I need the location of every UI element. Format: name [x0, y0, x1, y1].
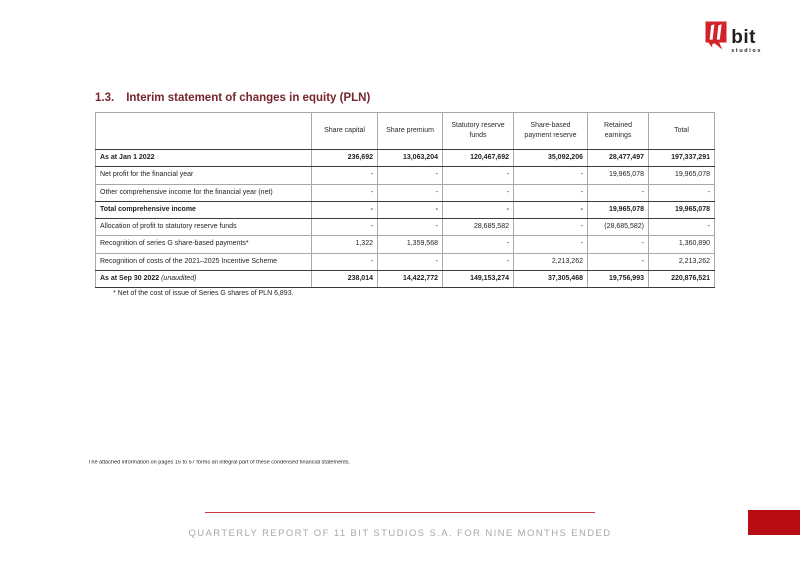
cell-value: - — [513, 235, 588, 254]
column-header-statutory-reserve: Statutory reserve funds — [442, 112, 514, 150]
row-label: Total comprehensive income — [95, 200, 312, 220]
cell-value: - — [377, 200, 443, 220]
corner-page-block — [748, 510, 800, 535]
table-header-row: Share capital Share premium Statutory re… — [95, 112, 715, 150]
row-label-text: As at Sep 30 2022 — [100, 274, 160, 282]
logo-bit-label: bit — [731, 27, 756, 48]
unaudited-flag: (unaudited) — [159, 274, 197, 282]
cell-value: - — [587, 252, 649, 271]
cell-value: - — [513, 166, 588, 185]
cell-value: 19,965,078 — [648, 200, 715, 220]
cell-value: - — [442, 200, 514, 220]
cell-value: 1,322 — [311, 235, 378, 254]
cell-value: 1,359,568 — [377, 235, 443, 254]
column-header-empty — [95, 112, 312, 150]
company-logo: bit studios — [705, 21, 762, 54]
cell-value: 19,965,078 — [648, 166, 715, 185]
section-number: 1.3. — [95, 92, 115, 104]
cell-value: - — [442, 166, 514, 185]
cell-value: - — [311, 183, 378, 202]
table-row-total-comprehensive-income: Total comprehensive income - - - - 19,96… — [95, 200, 715, 220]
table-row-other-comprehensive-income: Other comprehensive income for the finan… — [95, 183, 715, 202]
row-label: Other comprehensive income for the finan… — [95, 183, 312, 202]
cell-value: 2,213,262 — [648, 252, 715, 271]
column-header-total: Total — [648, 112, 715, 150]
row-label: Recognition of costs of the 2021–2025 In… — [95, 252, 312, 271]
row-label: As at Jan 1 2022 — [95, 148, 312, 168]
cell-value: 19,965,078 — [587, 166, 649, 185]
cell-value: 197,337,291 — [648, 148, 715, 168]
cell-value: 120,467,692 — [442, 148, 514, 168]
cell-value: - — [377, 252, 443, 271]
cell-value: - — [513, 217, 588, 237]
table-row-incentive-scheme-costs: Recognition of costs of the 2021–2025 In… — [95, 252, 715, 271]
row-label: Allocation of profit to statutory reserv… — [95, 217, 312, 237]
section-title: 1.3. Interim statement of changes in equ… — [95, 92, 370, 104]
cell-value: 28,477,497 — [587, 148, 649, 168]
column-header-retained-earnings: Retained earnings — [587, 112, 649, 150]
cell-value: - — [442, 183, 514, 202]
cell-value: 220,876,521 — [648, 269, 715, 289]
cell-value: 19,965,078 — [587, 200, 649, 220]
cell-value: 13,063,204 — [377, 148, 443, 168]
cell-value: - — [513, 183, 588, 202]
equity-table-container: Share capital Share premium Statutory re… — [95, 112, 715, 289]
cell-value: 28,685,582 — [442, 217, 514, 237]
cell-value: - — [648, 183, 715, 202]
table-footnote: * Net of the cost of issue of Series G s… — [113, 290, 294, 297]
row-label: As at Sep 30 2022 (unaudited) — [95, 269, 312, 289]
cell-value: 1,360,890 — [648, 235, 715, 254]
footer-report-title: QUARTERLY REPORT OF 11 BIT STUDIOS S.A. … — [188, 528, 612, 539]
cell-value: 35,092,206 — [513, 148, 588, 168]
table-row-series-g-payments: Recognition of series G share-based paym… — [95, 235, 715, 254]
cell-value: 19,756,993 — [587, 269, 649, 289]
cell-value: - — [587, 235, 649, 254]
cell-value: 149,153,274 — [442, 269, 514, 289]
cell-value: - — [311, 217, 378, 237]
cell-value: - — [587, 183, 649, 202]
table-row-allocation-of-profit: Allocation of profit to statutory reserv… — [95, 217, 715, 237]
table-row-closing-balance: As at Sep 30 2022 (unaudited) 238,014 14… — [95, 269, 715, 289]
cell-value: 238,014 — [311, 269, 378, 289]
logo-studios-label: studios — [731, 48, 762, 54]
cell-value: - — [311, 166, 378, 185]
cell-value: - — [442, 252, 514, 271]
cell-value: - — [377, 183, 443, 202]
row-label: Recognition of series G share-based paym… — [95, 235, 312, 254]
cell-value: 14,422,772 — [377, 269, 443, 289]
attachment-note: The attached information on pages 15 to … — [88, 460, 351, 466]
cell-value: - — [442, 235, 514, 254]
equity-table: Share capital Share premium Statutory re… — [95, 112, 715, 289]
table-row-net-profit: Net profit for the financial year - - - … — [95, 166, 715, 185]
cell-value: 236,692 — [311, 148, 378, 168]
row-label: Net profit for the financial year — [95, 166, 312, 185]
cell-value: - — [377, 217, 443, 237]
logo-wordmark: bit studios — [731, 27, 762, 54]
column-header-share-capital: Share capital — [311, 112, 378, 150]
column-header-share-premium: Share premium — [377, 112, 443, 150]
table-row-opening-balance: As at Jan 1 2022 236,692 13,063,204 120,… — [95, 148, 715, 168]
cell-value: 37,305,468 — [513, 269, 588, 289]
cell-value: - — [648, 217, 715, 237]
column-header-share-based-payment: Share-based payment reserve — [513, 112, 588, 150]
cell-value: - — [311, 252, 378, 271]
page-title: Interim statement of changes in equity (… — [126, 92, 371, 104]
cell-value: - — [513, 200, 588, 220]
cell-value: - — [377, 166, 443, 185]
eleven-mark-icon — [705, 21, 727, 50]
footer-divider — [205, 512, 595, 513]
cell-value: (28,685,582) — [587, 217, 649, 237]
cell-value: 2,213,262 — [513, 252, 588, 271]
cell-value: - — [311, 200, 378, 220]
